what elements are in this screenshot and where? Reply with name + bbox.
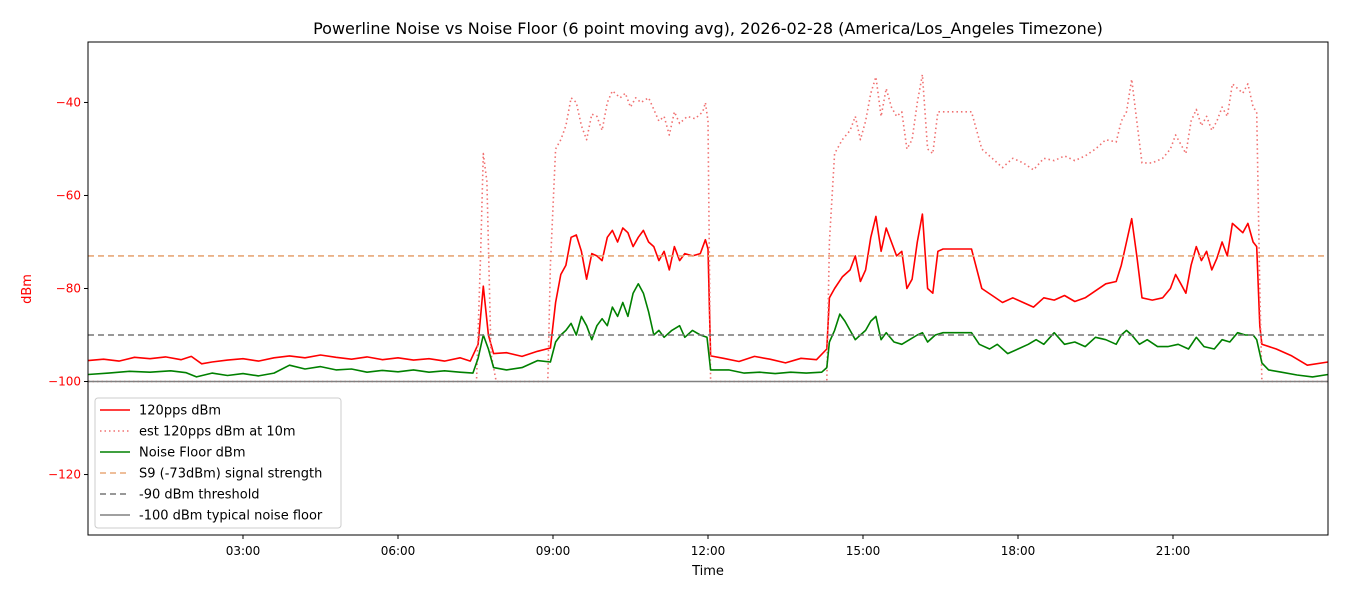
series-line-2 [87, 283, 1329, 378]
x-axis: 03:00 06:00 09:00 12:00 15:00 18:00 21:00 [226, 535, 1191, 558]
y-tick-label: −40 [56, 95, 81, 109]
x-tick-label: 09:00 [536, 544, 571, 558]
legend-label-3: S9 (-73dBm) signal strength [139, 467, 322, 482]
x-tick-label: 21:00 [1156, 544, 1191, 558]
y-axis: −40 −60 −80 −100 −120 [48, 95, 88, 482]
legend-label-1: est 120pps dBm at 10m [139, 425, 296, 440]
series-line-0 [87, 213, 1329, 366]
series-line-1 [88, 73, 1328, 383]
y-axis-label: dBm [20, 274, 35, 304]
y-tick-label: −100 [48, 375, 81, 389]
x-axis-label: Time [691, 564, 724, 579]
y-tick-label: −120 [48, 468, 81, 482]
x-tick-label: 12:00 [691, 544, 726, 558]
series-layer [87, 73, 1329, 383]
legend-box [94, 397, 342, 529]
x-tick-label: 03:00 [226, 544, 261, 558]
x-tick-label: 06:00 [381, 544, 416, 558]
legend-label-4: -90 dBm threshold [139, 488, 260, 503]
x-tick-label: 15:00 [846, 544, 881, 558]
legend-label-2: Noise Floor dBm [139, 446, 246, 461]
y-tick-label: −80 [56, 282, 81, 296]
y-tick-label: −60 [56, 188, 81, 202]
legend-label-0: 120pps dBm [139, 404, 221, 419]
chart-title: Powerline Noise vs Noise Floor (6 point … [313, 19, 1103, 39]
x-tick-label: 18:00 [1001, 544, 1036, 558]
legend: 120pps dBm est 120pps dBm at 10m Noise Flo… [94, 397, 342, 529]
legend-label-5: -100 dBm typical noise floor [139, 509, 323, 524]
